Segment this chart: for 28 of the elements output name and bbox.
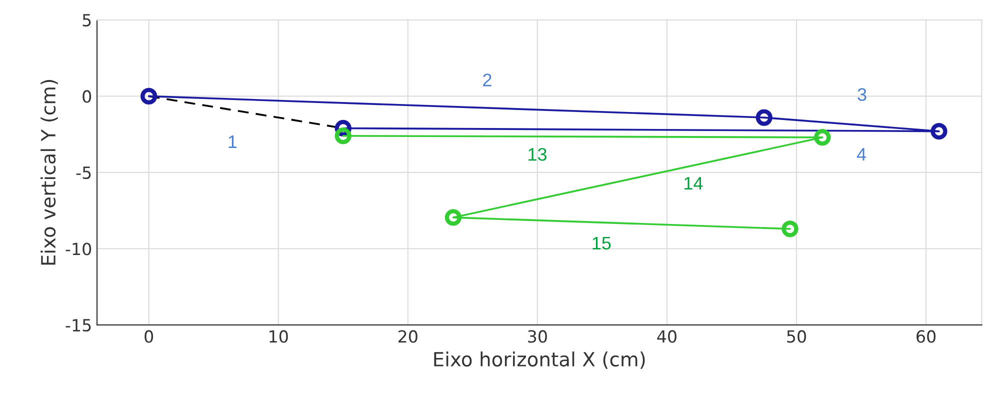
x-tick-label: 60 — [916, 330, 936, 343]
y-tick-label: 5 — [82, 14, 91, 27]
point — [140, 88, 158, 105]
y-tick-label: -5 — [76, 166, 91, 180]
x-tick-label: 10 — [270, 330, 288, 343]
annotation: 1 — [228, 136, 237, 148]
point — [444, 209, 462, 226]
point — [334, 128, 352, 144]
x-tick-label: 50 — [787, 330, 806, 343]
point — [930, 122, 948, 140]
annotation: 14 — [684, 177, 703, 190]
annotation: 4 — [856, 148, 866, 161]
annotation: 13 — [528, 148, 546, 161]
x-tick-label: 30 — [528, 330, 547, 343]
x-tick-label: 40 — [657, 330, 676, 343]
point — [814, 129, 831, 146]
x-tick-label: 0 — [144, 330, 154, 343]
annotation: 15 — [592, 236, 611, 250]
x-tick-label: 20 — [398, 330, 418, 343]
point — [756, 109, 772, 126]
y-axis-title: Eixo vertical Y (cm) — [40, 80, 58, 265]
point — [782, 220, 798, 238]
y-tick-label: -10 — [66, 242, 92, 256]
annotation: 2 — [483, 74, 492, 86]
y-tick-label: 0 — [82, 90, 92, 103]
x-axis-title: Eixo horizontal X (cm) — [434, 352, 645, 369]
annotation: 3 — [858, 88, 866, 101]
y-tick-label: -15 — [66, 319, 91, 332]
